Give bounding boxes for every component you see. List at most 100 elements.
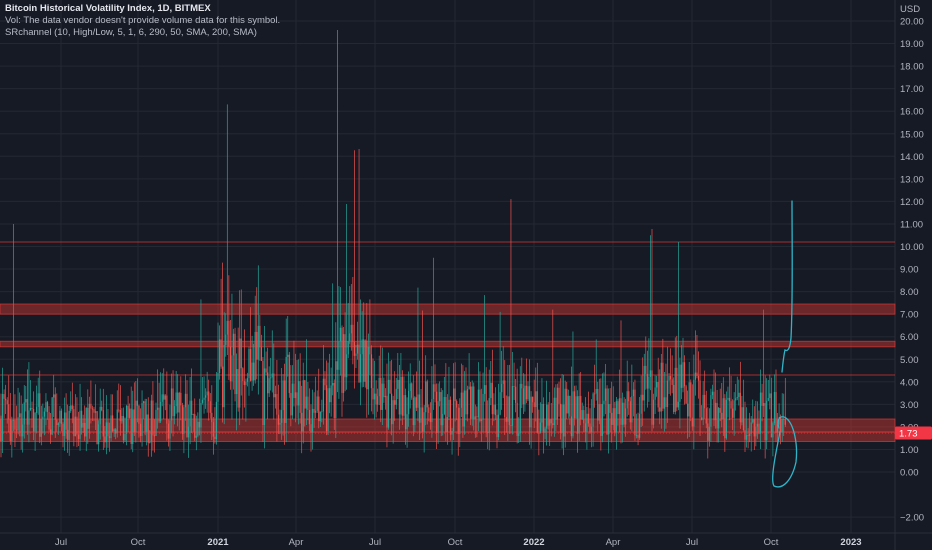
- candle-body: [285, 356, 287, 423]
- candle-body: [220, 339, 222, 367]
- time-tick-label: Jul: [55, 537, 67, 548]
- candle-body: [287, 354, 289, 357]
- candle-body: [380, 377, 382, 410]
- candle-body: [5, 398, 7, 401]
- candle-body: [232, 333, 235, 356]
- price-tick-label: 11.00: [900, 219, 923, 230]
- candle-body: [635, 435, 638, 436]
- candle-body: [19, 413, 21, 418]
- candle-body: [657, 382, 659, 408]
- candle-body: [784, 419, 786, 425]
- candle-body: [733, 400, 735, 418]
- candle-body: [632, 389, 634, 397]
- candle-body: [391, 393, 393, 425]
- candle-body: [93, 409, 95, 413]
- candle-body: [443, 397, 445, 414]
- candle-body: [180, 392, 182, 406]
- candle-body: [724, 398, 726, 439]
- candle-body: [451, 431, 453, 435]
- candle-body: [701, 417, 703, 420]
- candle-body: [516, 402, 518, 436]
- price-tick-label: 5.00: [900, 355, 919, 366]
- candle-body: [17, 417, 19, 431]
- candle-body: [218, 339, 221, 373]
- candle-body: [124, 434, 126, 441]
- candle-body: [330, 385, 332, 403]
- candle-body: [178, 392, 180, 413]
- candle-body: [542, 404, 545, 433]
- price-tick-label: 13.00: [900, 174, 924, 185]
- candle-body: [767, 397, 769, 401]
- candle-body: [528, 386, 531, 428]
- candle-body: [268, 378, 270, 394]
- candle-body: [690, 382, 692, 418]
- candle-body: [611, 412, 613, 425]
- candle-body: [708, 426, 710, 441]
- candle-body: [412, 397, 414, 426]
- candle-body: [465, 390, 467, 415]
- legend-indicator[interactable]: SRchannel (10, High/Low, 5, 1, 6, 290, 5…: [5, 27, 257, 38]
- candle-body: [239, 338, 241, 408]
- candle-body: [449, 399, 452, 435]
- candle-body: [336, 361, 338, 370]
- candle-body: [431, 399, 433, 423]
- candle-body: [710, 395, 712, 427]
- price-axis[interactable]: USD 20.00 19.00 18.00 17.00 16.00 15.00 14.00 1…: [900, 4, 924, 524]
- candle-body: [415, 397, 417, 408]
- candle-body: [209, 401, 211, 413]
- candle-body: [600, 404, 602, 436]
- candle-body: [577, 396, 579, 434]
- candle-body: [183, 407, 185, 434]
- candle-body: [575, 396, 577, 419]
- candle-body: [395, 388, 397, 405]
- candle-body: [1, 394, 4, 441]
- candle-body: [381, 383, 383, 410]
- candle-body: [609, 404, 611, 413]
- current-price-badge: [895, 426, 932, 440]
- candle-body: [586, 413, 588, 432]
- legend-title[interactable]: Bitcoin Historical Volatility Index, 1D,…: [5, 3, 211, 14]
- freehand-stroke[interactable]: [772, 200, 798, 488]
- candle-body: [755, 426, 757, 437]
- time-tick-label: 2023: [840, 537, 861, 548]
- candle-body: [570, 416, 572, 437]
- candle-body: [105, 422, 107, 443]
- candle-body: [470, 386, 472, 419]
- candle-body: [194, 414, 196, 438]
- candle-body: [104, 436, 106, 443]
- candle-body: [349, 333, 351, 342]
- candle-body: [628, 391, 630, 402]
- candle-body: [699, 380, 701, 418]
- candle-body: [358, 344, 360, 383]
- sr-zone: [0, 303, 896, 315]
- candle-body: [652, 399, 655, 425]
- candle-body: [298, 381, 300, 406]
- candle-body: [741, 407, 743, 423]
- candle-body: [377, 396, 379, 405]
- candle-body: [738, 392, 740, 398]
- candle-body: [541, 404, 543, 423]
- candle-body: [254, 331, 256, 381]
- candle-body: [279, 422, 281, 425]
- candle-body: [94, 411, 97, 413]
- candle-body: [597, 388, 599, 421]
- candle-body: [527, 386, 529, 400]
- candle-body: [487, 432, 489, 434]
- candle-body: [42, 416, 44, 420]
- price-tick-label: 20.00: [900, 17, 924, 28]
- candle-body: [11, 420, 13, 441]
- candle-body: [425, 381, 427, 413]
- candle-body: [370, 354, 373, 389]
- user-drawing[interactable]: [772, 200, 798, 488]
- time-axis[interactable]: Jul Oct 2021 Apr Jul Oct 2022 Apr Jul Oct 2023: [55, 537, 862, 548]
- candle-body: [422, 407, 424, 432]
- candle-body: [778, 417, 780, 425]
- candle-body: [629, 401, 631, 423]
- candle-body: [175, 392, 177, 407]
- candle-body: [473, 386, 475, 420]
- time-tick-label: Oct: [131, 537, 146, 548]
- candle-body: [29, 407, 32, 411]
- candle-body: [310, 424, 312, 433]
- candle-body: [714, 402, 717, 421]
